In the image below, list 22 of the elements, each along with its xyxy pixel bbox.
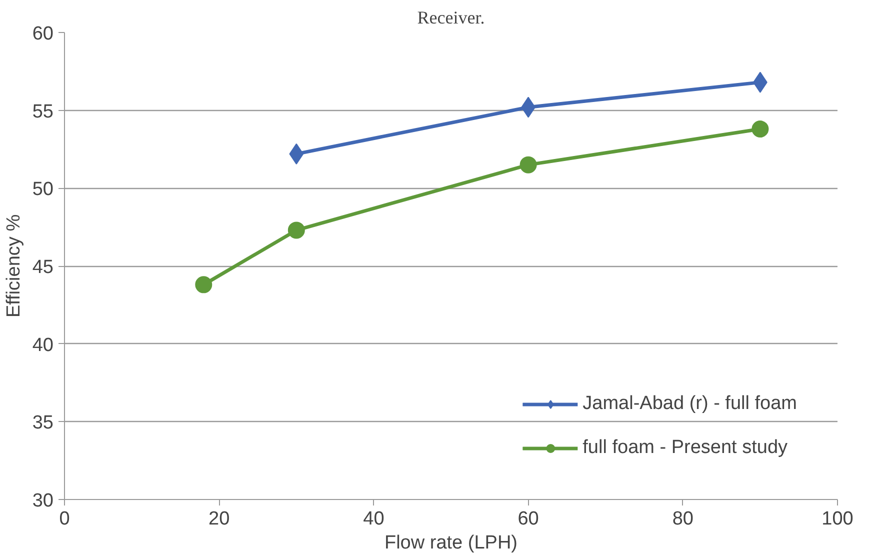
point xyxy=(752,120,769,138)
legend-label: full foam - Present study xyxy=(582,437,788,459)
y-tick-label: 35 xyxy=(32,412,54,434)
x-tick-label: 60 xyxy=(518,508,539,530)
x-tick-label: 0 xyxy=(59,508,70,530)
y-tick-label: 30 xyxy=(32,490,54,512)
y-tick-label: 45 xyxy=(32,257,54,278)
x-axis-title: Flow rate (LPH) xyxy=(384,532,518,554)
x-tick-label: 40 xyxy=(363,508,384,530)
x-tick-label: 20 xyxy=(208,508,230,530)
x-tick-label: 100 xyxy=(822,508,854,530)
y-tick-label: 55 xyxy=(32,101,54,122)
y-axis-title: Efficiency % xyxy=(3,214,24,318)
legend-label: Jamal-Abad (r) - full foam xyxy=(582,393,797,415)
x-tick-label: 80 xyxy=(672,508,694,530)
y-tick-label: 50 xyxy=(32,179,54,200)
chart-title: Receiver. xyxy=(417,8,485,28)
point xyxy=(195,276,212,294)
y-tick-label: 40 xyxy=(32,334,54,356)
y-tick-label: 60 xyxy=(32,24,54,44)
point xyxy=(288,222,305,239)
point xyxy=(520,156,537,174)
